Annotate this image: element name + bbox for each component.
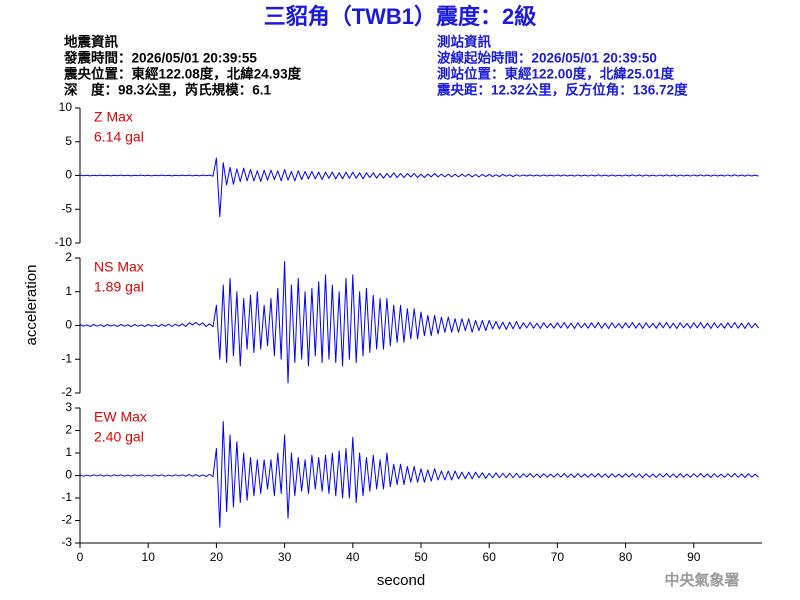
x-tick-label: 60 (483, 550, 497, 564)
panel-max: 6.14 gal (94, 129, 144, 145)
y-tick-label: -10 (55, 235, 73, 249)
y-tick-label: -5 (61, 201, 72, 215)
y-tick-label: 1 (65, 445, 72, 459)
y-tick-label: -1 (61, 351, 72, 365)
waveform (79, 157, 759, 218)
info-line: 測站位置：東經122.00度，北緯25.01度 (437, 66, 675, 82)
x-tick-label: 90 (687, 550, 701, 564)
x-tick-label: 70 (551, 550, 565, 564)
panel-max: 1.89 gal (94, 279, 144, 295)
x-tick-label: 40 (346, 550, 360, 564)
x-tick-label: 0 (77, 550, 84, 564)
waveform (79, 260, 759, 384)
x-axis-title: second (377, 572, 425, 589)
info-line: 測站資訊 (437, 34, 491, 50)
x-tick-label: 80 (619, 550, 633, 564)
y-tick-label: -1 (61, 490, 72, 504)
y-tick-label: 0 (65, 468, 72, 482)
x-tick-label: 20 (210, 550, 224, 564)
chart-title: 三貂角（TWB1）震度：2級 (264, 4, 537, 29)
info-line: 震央位置：東經122.08度，北緯24.93度 (63, 66, 302, 82)
y-tick-label: 0 (65, 168, 72, 182)
panel-label: EW Max (94, 409, 147, 425)
info-line: 波線起始時間：2026/05/01 20:39:50 (437, 50, 657, 66)
footer: 中央氣象署 (664, 571, 739, 589)
info-line: 發震時間：2026/05/01 20:39:55 (63, 50, 257, 66)
info-line: 震央距：12.32公里，反方位角：136.72度 (436, 82, 688, 98)
y-axis-title: acceleration (23, 265, 40, 346)
x-tick-label: 30 (278, 550, 292, 564)
y-tick-label: 2 (65, 250, 72, 264)
y-tick-label: 1 (65, 284, 72, 298)
y-tick-label: -3 (61, 535, 72, 549)
y-tick-label: 2 (65, 423, 72, 437)
y-tick-label: 5 (65, 134, 72, 148)
panel-label: Z Max (94, 109, 133, 125)
x-tick-label: 10 (142, 550, 156, 564)
y-tick-label: 0 (65, 318, 72, 332)
y-tick-label: -2 (61, 513, 72, 527)
y-tick-label: 3 (65, 400, 72, 414)
info-line: 深 度：98.3公里，芮氏規模：6.1 (64, 82, 272, 98)
x-tick-label: 50 (414, 550, 428, 564)
y-tick-label: -2 (61, 385, 72, 399)
panel-max: 2.40 gal (94, 429, 144, 445)
y-tick-label: 10 (59, 100, 73, 114)
waveform (79, 421, 759, 528)
panel-label: NS Max (94, 259, 144, 275)
info-line: 地震資訊 (64, 34, 118, 50)
